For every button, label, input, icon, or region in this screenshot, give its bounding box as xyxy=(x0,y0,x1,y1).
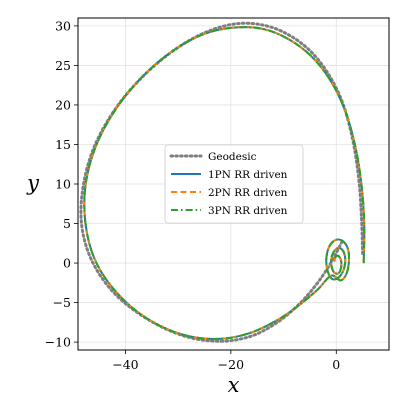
ticks: −40 −20 0 −10 −5 0 5 10 15 20 25 30 xyxy=(45,18,341,372)
grid xyxy=(78,18,389,350)
legend-box xyxy=(164,144,304,224)
y-tick-label: 0 xyxy=(63,256,71,271)
legend-label-2: 2PN RR driven xyxy=(208,187,288,199)
legend: Geodesic 1PN RR driven 2PN RR driven 3PN RR… xyxy=(164,144,304,224)
series-line-3 xyxy=(83,26,366,340)
y-tick-label: 10 xyxy=(55,177,71,192)
legend-label-0: Geodesic xyxy=(208,151,257,163)
y-tick-label: 5 xyxy=(63,216,71,231)
legend-label-1: 1PN RR driven xyxy=(208,169,288,181)
x-axis-label: x xyxy=(228,373,240,397)
series-group xyxy=(79,21,366,343)
y-axis-label: y xyxy=(26,171,40,195)
legend-label-3: 3PN RR driven xyxy=(208,205,288,217)
y-tick-label: 20 xyxy=(55,97,71,112)
y-tick-label: −10 xyxy=(45,335,71,350)
x-tick-label: −20 xyxy=(218,357,244,372)
y-tick-label: 15 xyxy=(55,137,71,152)
y-tick-label: 30 xyxy=(55,18,71,33)
x-tick-label: 0 xyxy=(332,357,340,372)
series-line-0 xyxy=(79,21,365,343)
y-tick-label: −5 xyxy=(53,295,71,310)
x-tick-label: −40 xyxy=(112,357,138,372)
y-tick-label: 25 xyxy=(55,58,71,73)
